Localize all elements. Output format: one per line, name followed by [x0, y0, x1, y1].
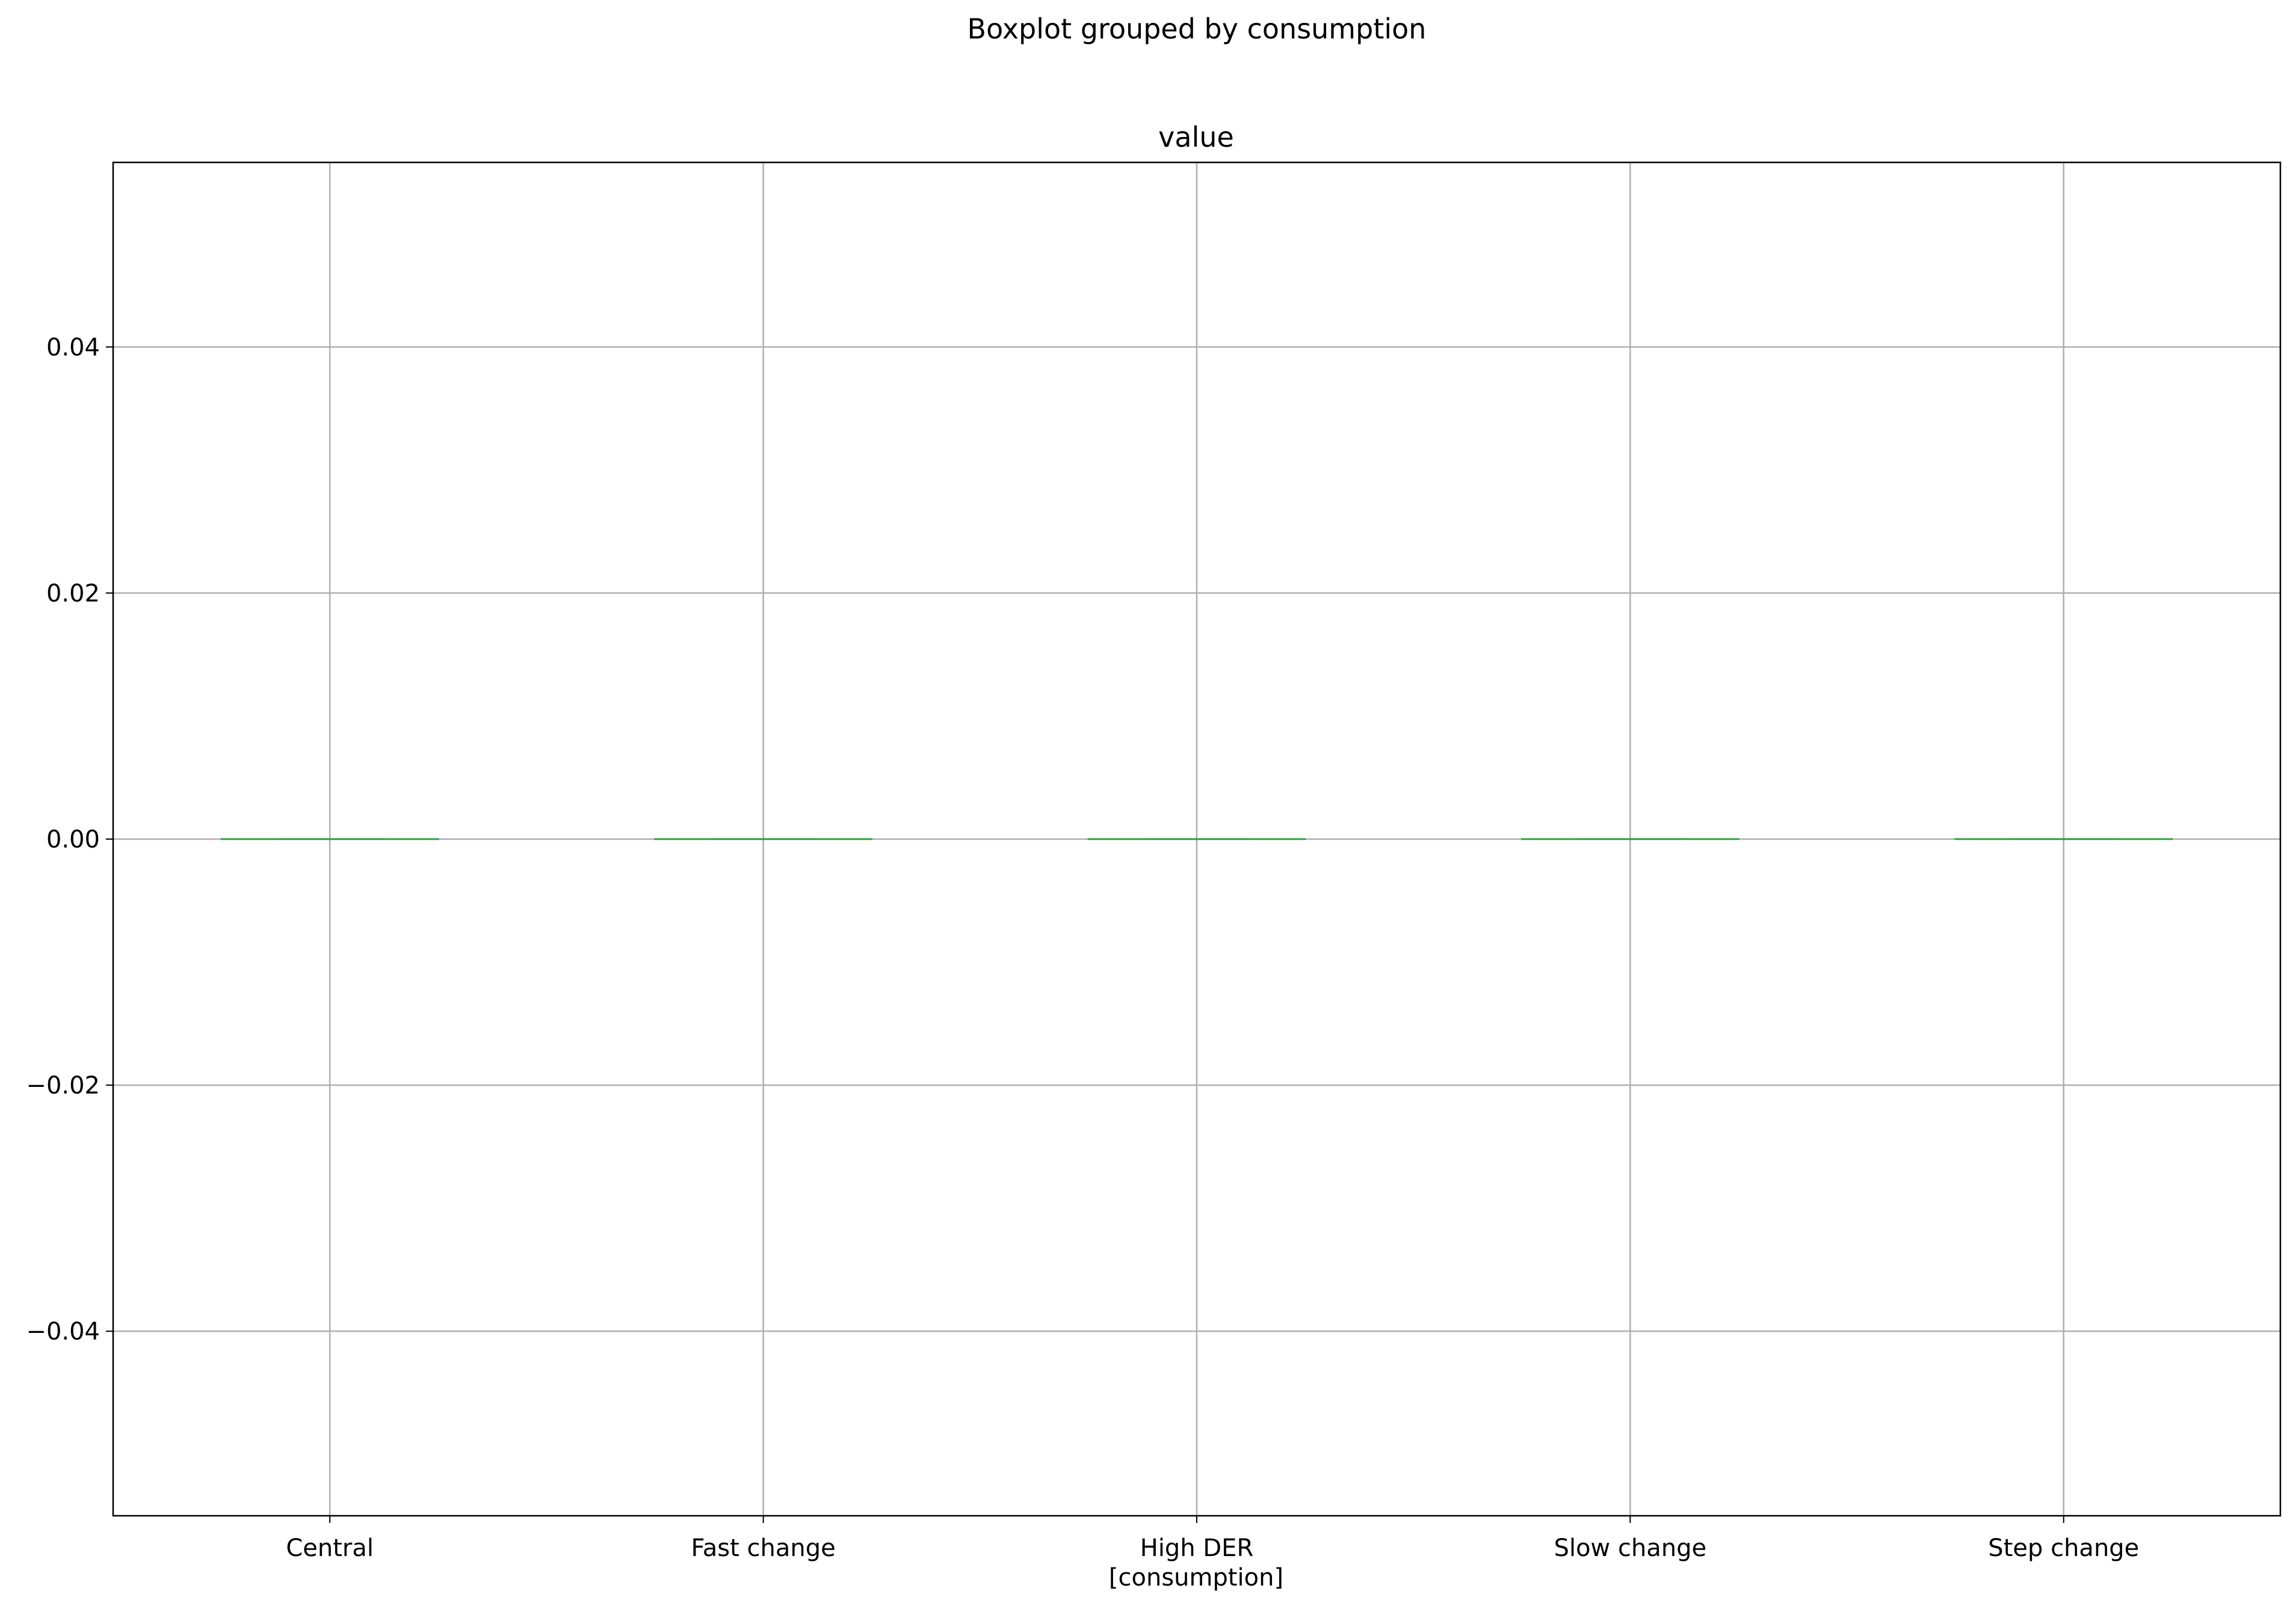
- x-tick-label: Fast change: [691, 1534, 835, 1562]
- figure-suptitle: Boxplot grouped by consumption: [967, 13, 1427, 45]
- x-tick-label: Central: [286, 1534, 374, 1562]
- y-tick-label: 0.02: [46, 580, 100, 608]
- x-tick-label: Step change: [1988, 1534, 2139, 1562]
- y-tick-label: 0.04: [46, 334, 100, 361]
- x-tick-label: Slow change: [1554, 1534, 1707, 1562]
- y-tick-label: −0.02: [26, 1072, 100, 1100]
- x-tick-label: High DER: [1140, 1534, 1254, 1562]
- y-tick-label: −0.04: [26, 1318, 100, 1346]
- x-axis-label: [consumption]: [1109, 1564, 1283, 1592]
- y-tick-label: 0.00: [46, 826, 100, 854]
- axes-title: value: [1158, 121, 1234, 153]
- y-axis-ticks: −0.04 −0.02 0.00 0.02 0.04: [26, 334, 113, 1346]
- x-axis-ticks: Central Fast change High DER Slow change Ste…: [286, 1516, 2139, 1562]
